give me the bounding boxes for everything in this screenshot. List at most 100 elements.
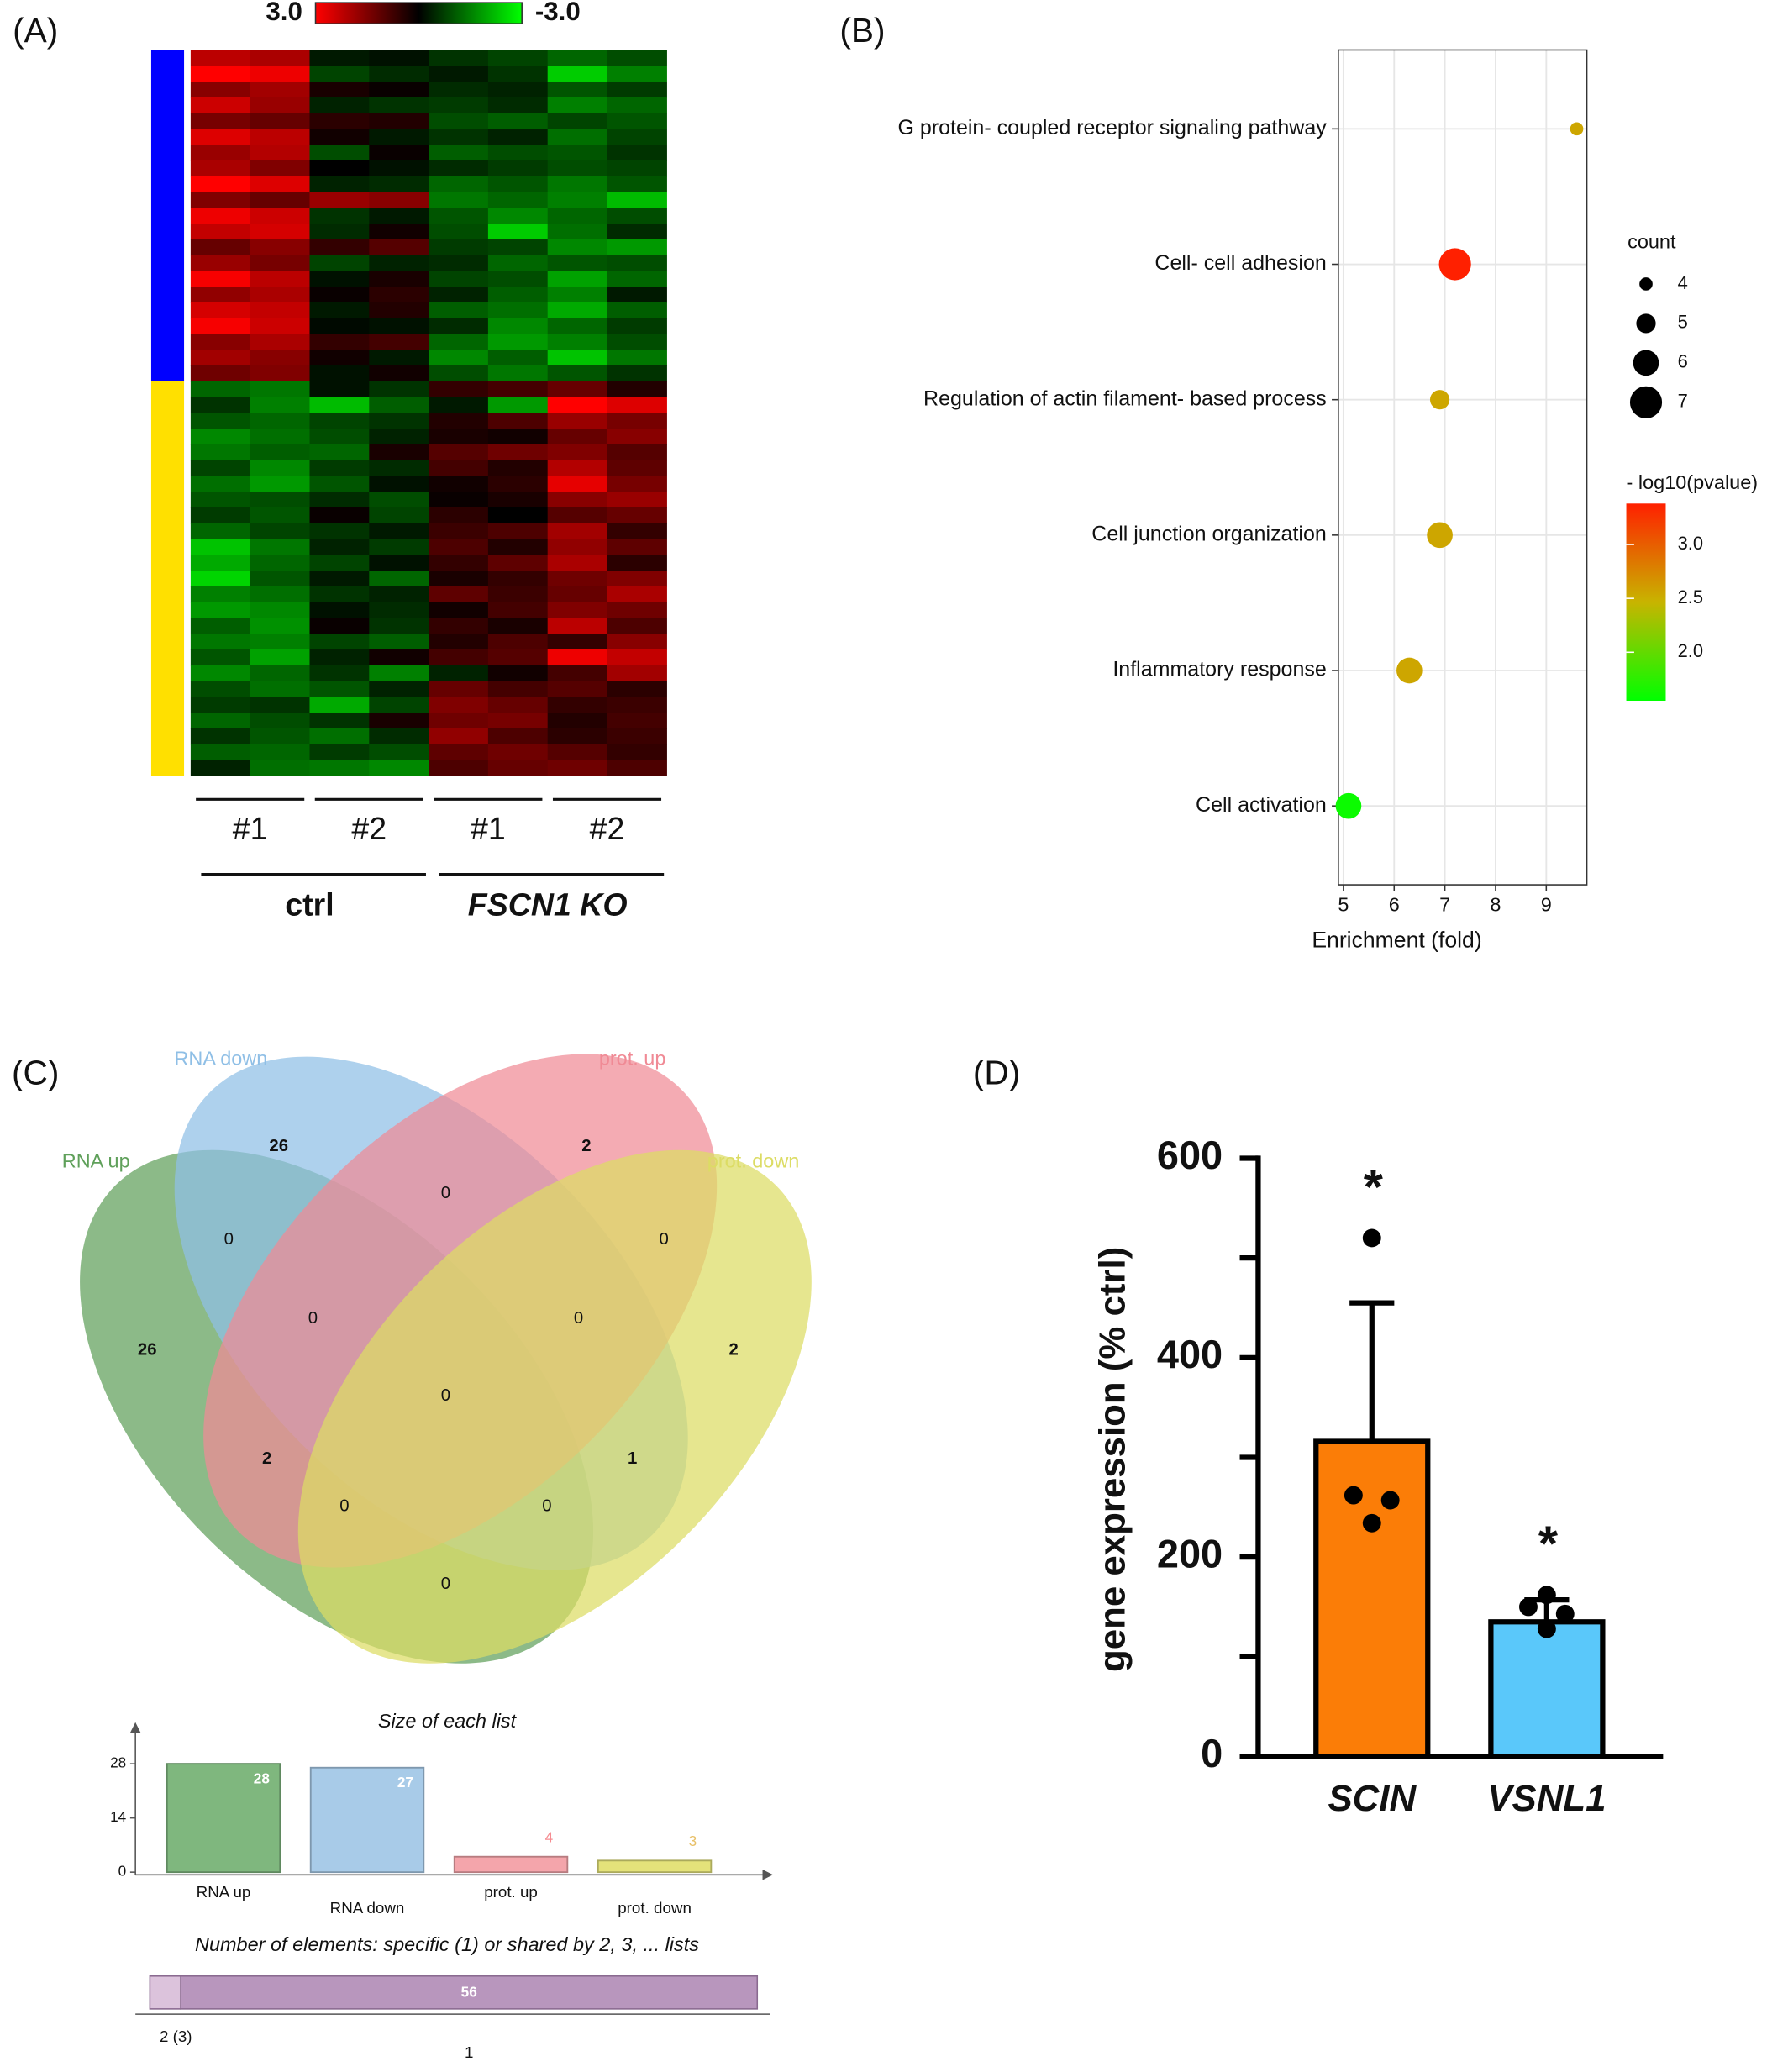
venn-region-count: 0: [542, 1497, 551, 1516]
data-point: [1380, 1491, 1400, 1510]
heatmap-cell: [487, 97, 549, 114]
venn-region-count: 0: [574, 1309, 583, 1328]
heatmap-cell: [250, 429, 311, 445]
heatmap-cell: [487, 66, 549, 82]
heatmap-cell: [369, 350, 429, 366]
heatmap-cell: [369, 318, 429, 335]
heatmap-cell: [487, 602, 549, 619]
heatmap-cell: [190, 239, 251, 256]
heatmap-cell: [547, 523, 608, 540]
heatmap-cell: [607, 350, 667, 366]
y-tick-label: 14: [110, 1808, 127, 1825]
heatmap-cell: [547, 192, 608, 208]
heatmap-cell: [369, 287, 429, 303]
heatmap-cell: [309, 97, 370, 114]
heatmap-cell: [369, 255, 429, 271]
data-point: [1537, 1586, 1556, 1605]
heatmap-cell: [369, 397, 429, 413]
heatmap-cell: [547, 129, 608, 145]
heatmap-cell: [547, 413, 608, 429]
y-tick-label: 600: [1157, 1133, 1223, 1177]
heatmap-cell: [369, 681, 429, 697]
heatmap-cell: [309, 192, 370, 208]
heatmap-cell: [607, 571, 667, 587]
heatmap-cell: [369, 571, 429, 587]
axis-arrow: [762, 1870, 774, 1880]
heatmap-cell: [547, 271, 608, 287]
heatmap-cell: [250, 145, 311, 161]
heatmap-cell: [547, 50, 608, 66]
heatmap-cell: [369, 728, 429, 745]
significance-mark: *: [1538, 1516, 1559, 1572]
heatmap-cell: [547, 97, 608, 114]
heatmap-cell: [250, 713, 311, 729]
heatmap-cell: [487, 555, 549, 571]
venn-region-count: 0: [660, 1230, 669, 1249]
legend-dot: [1636, 313, 1656, 334]
heatmap-cell: [369, 523, 429, 540]
heatmap-cell: [429, 129, 489, 145]
heatmap-cell: [309, 413, 370, 429]
heatmap-cell: [250, 176, 311, 193]
legend-title: count: [1628, 231, 1676, 253]
heatmap-cell: [369, 365, 429, 382]
heatmap-cell: [369, 334, 429, 350]
data-point: [1362, 1513, 1381, 1533]
x-tick-label: prot. down: [618, 1899, 692, 1917]
heatmap-cell: [309, 602, 370, 619]
x-tick-label: 6: [1389, 893, 1400, 915]
heatmap-cell: [547, 350, 608, 366]
heatmap-cell: [309, 365, 370, 382]
heatmap-cell: [190, 413, 251, 429]
venn-region-count: 1: [628, 1449, 637, 1468]
heatmap-cell: [369, 444, 429, 461]
heatmap-cell: [487, 634, 549, 650]
heatmap-cell: [429, 697, 489, 713]
heatmap-cell: [607, 287, 667, 303]
heatmap-cell: [547, 492, 608, 508]
heatmap-cell: [607, 365, 667, 382]
heatmap-cell: [309, 176, 370, 193]
heatmap-cell: [309, 523, 370, 540]
heatmap-cell: [190, 318, 251, 335]
heatmap-cell: [487, 287, 549, 303]
heatmap-cell: [487, 192, 549, 208]
heatmap-cell: [429, 429, 489, 445]
heatmap-cell: [429, 665, 489, 682]
heatmap-cell: [369, 413, 429, 429]
heatmap-cell: [309, 681, 370, 697]
heatmap-cell: [607, 697, 667, 713]
panel-label: (C): [12, 1054, 59, 1092]
heatmap-cell: [429, 255, 489, 271]
heatmap-cell: [190, 113, 251, 129]
heatmap-cell: [607, 507, 667, 524]
heatmap-cell: [487, 760, 549, 776]
heatmap-cell: [429, 176, 489, 193]
heatmap-cell: [487, 208, 549, 224]
heatmap-cell: [547, 571, 608, 587]
heatmap-cell: [607, 444, 667, 461]
y-tick-label: Cell junction organization: [1091, 522, 1327, 545]
heatmap-cell: [607, 492, 667, 508]
x-tick-label: 8: [1490, 893, 1501, 915]
heatmap-cell: [250, 602, 311, 619]
heatmap-cell: [487, 255, 549, 271]
heatmap-cell: [190, 697, 251, 713]
heatmap-cell: [487, 113, 549, 129]
x-tick-label: 9: [1541, 893, 1552, 915]
heatmap-cell: [429, 618, 489, 634]
heatmap-cell: [547, 744, 608, 761]
venn-region-count: 0: [441, 1386, 450, 1405]
heatmap-cell: [487, 460, 549, 477]
heatmap-cell: [190, 271, 251, 287]
heatmap-cell: [607, 476, 667, 492]
venn-region-count: 0: [441, 1575, 450, 1593]
heatmap-cell: [547, 539, 608, 555]
x-tick-label: prot. up: [484, 1883, 538, 1901]
venn-region-count: 0: [308, 1309, 318, 1328]
heatmap-cell: [487, 476, 549, 492]
heatmap-cell: [309, 66, 370, 82]
heatmap-cell: [547, 381, 608, 398]
legend-label: 5: [1678, 312, 1688, 333]
